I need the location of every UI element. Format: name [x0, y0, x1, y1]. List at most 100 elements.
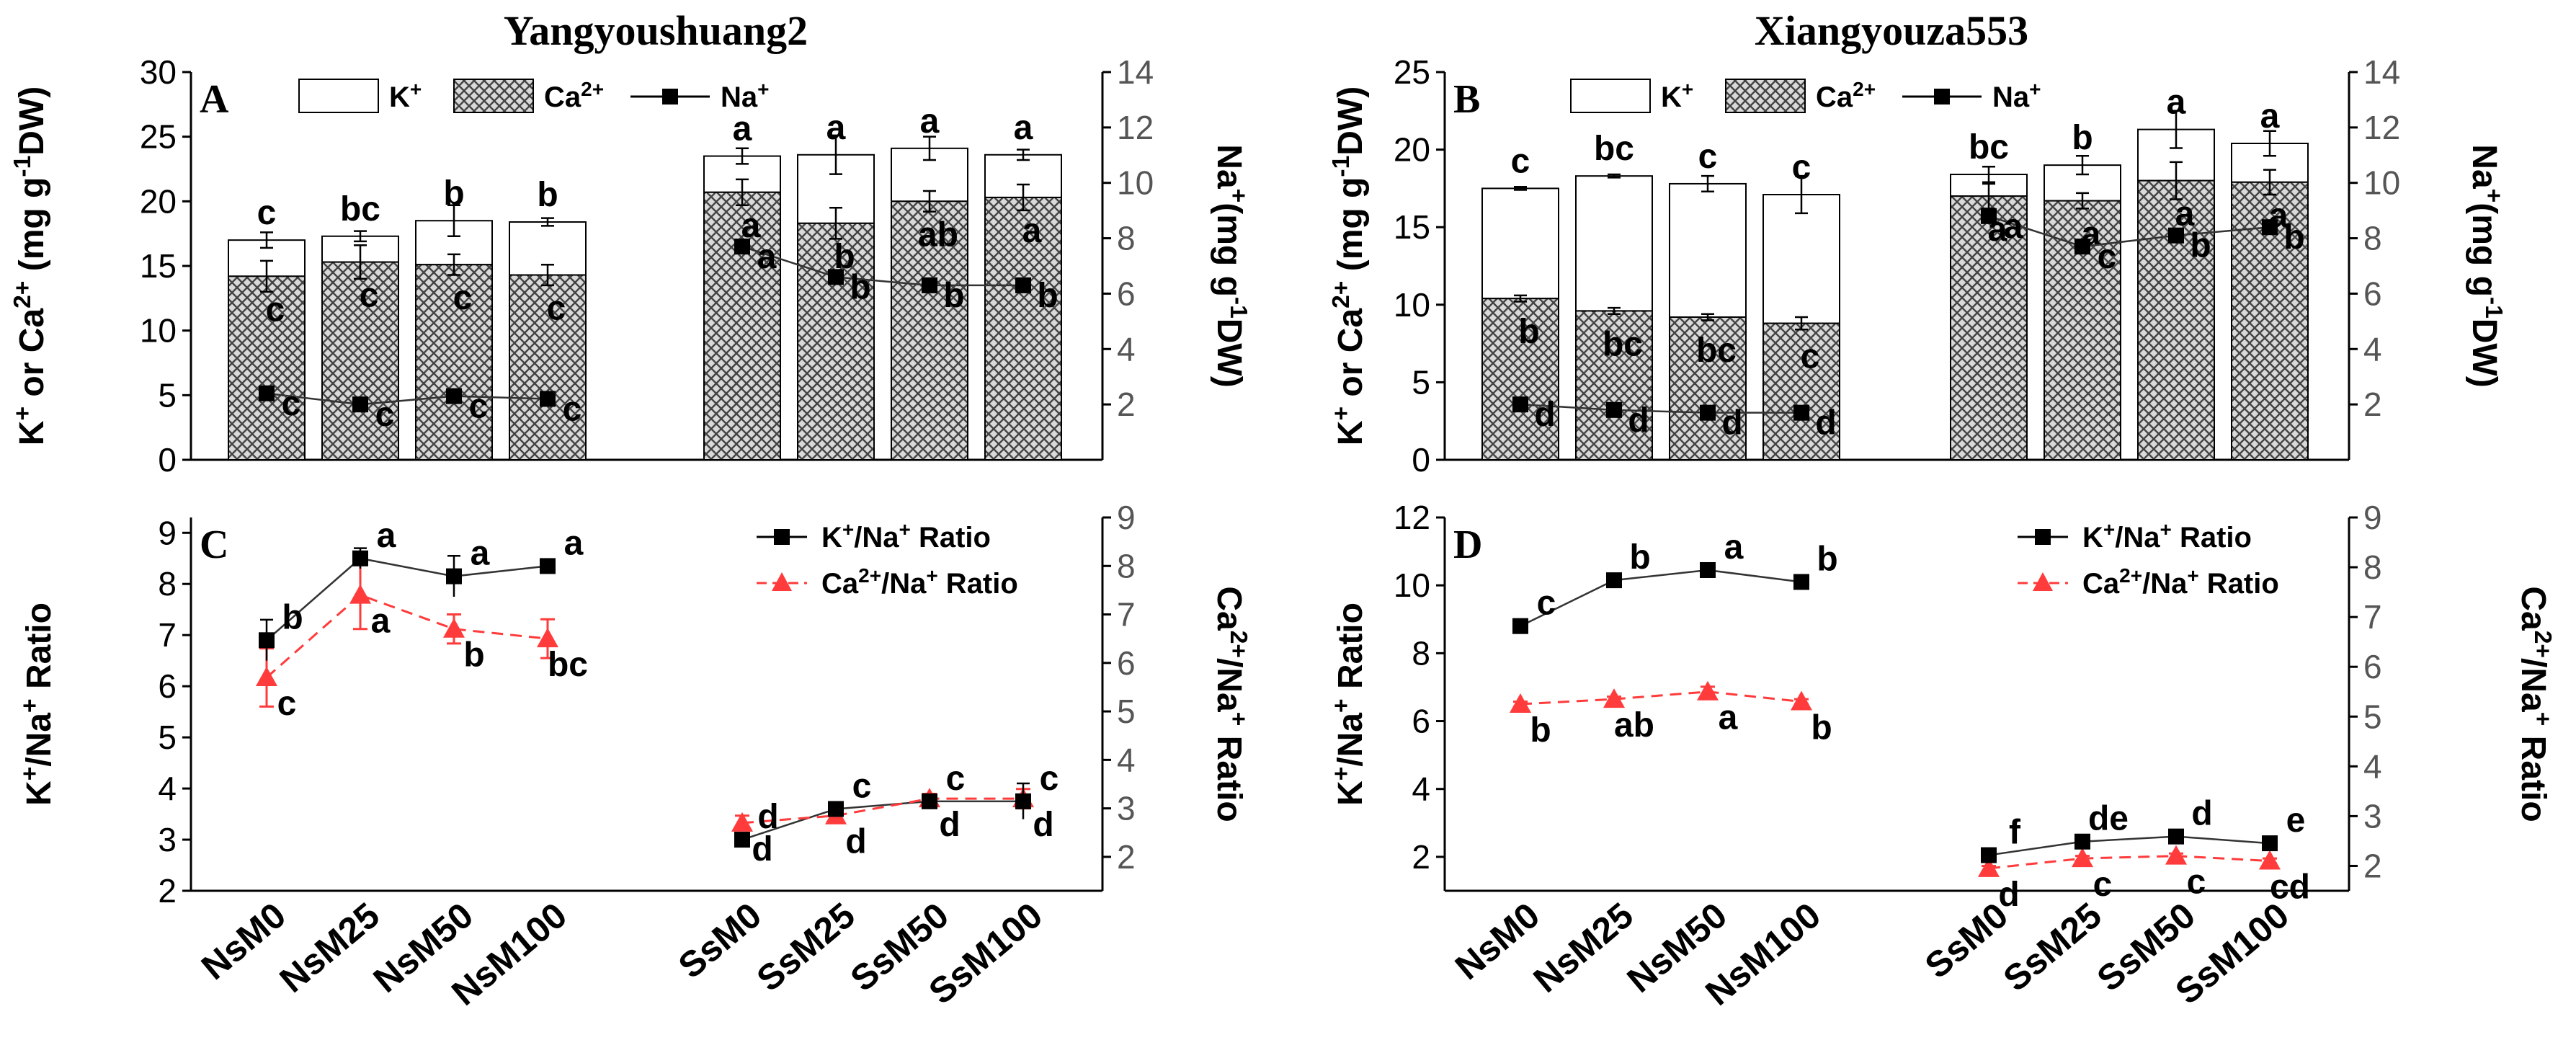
letter-ca-A: c [360, 277, 379, 315]
letter-ca-B: bc [1603, 325, 1643, 363]
bar-ca-B [1669, 316, 1747, 461]
tick-label-right-A: 6 [1117, 275, 1136, 312]
k-na-point-D [1606, 572, 1622, 589]
letter-ca-na-C: bc [548, 646, 588, 684]
bar-ca-A [228, 275, 306, 461]
letter-total-B: c [1511, 142, 1530, 180]
tick-label-left-D: 2 [1412, 838, 1430, 876]
bar-ca-B [1950, 195, 2028, 461]
letter-ca-na-D: b [1811, 709, 1832, 747]
letter-ca-A: a [741, 207, 761, 245]
na-point-A [734, 239, 750, 255]
na-line-B [1520, 403, 1801, 414]
letter-na-A: c [375, 396, 395, 434]
na-point-B [1512, 396, 1528, 413]
bar-ca-B [1481, 298, 1559, 461]
tick-label-left-A: 30 [140, 53, 177, 91]
letter-na-A: c [563, 390, 582, 428]
tick-label-left-B: 0 [1412, 441, 1430, 479]
letter-ca-B: bc [1696, 332, 1737, 370]
legend-marker-ca-D [2033, 572, 2053, 591]
k-na-point-C [828, 801, 844, 817]
legend-swatch-ca-B [1725, 79, 1806, 113]
tick-label-right-B: 6 [2363, 275, 2382, 312]
tick-label-left-B: 5 [1412, 363, 1430, 401]
na-line-B [1988, 215, 2270, 248]
tick-label-right-D: 3 [2363, 797, 2382, 835]
tick-label-right-D: 4 [2363, 747, 2382, 785]
na-point-A [828, 269, 844, 285]
tick-label-left-D: 12 [1394, 499, 1430, 536]
k-na-point-D [1512, 618, 1528, 634]
ca-na-point-C [349, 584, 371, 604]
tick-label-right-B: 4 [2363, 330, 2382, 368]
letter-k-na-C: d [757, 798, 778, 836]
tick-label-right-C: 2 [1117, 838, 1136, 876]
letter-k-na-C: b [282, 598, 303, 636]
ca-na-point-D [2072, 848, 2093, 868]
tick-label-left-A: 25 [140, 118, 177, 156]
k-na-point-C [922, 793, 937, 809]
k-na-point-D [1981, 847, 1997, 863]
letter-ca-B: b [1518, 313, 1539, 351]
letter-ca-na-D: b [1530, 711, 1551, 750]
tick-label-right-D: 6 [2363, 648, 2382, 685]
bar-k-B [1575, 175, 1653, 312]
bar-ca-A [321, 261, 399, 461]
k-na-point-D [1700, 561, 1716, 578]
letter-total-B: a [2167, 84, 2186, 122]
tick-label-left-B: 25 [1394, 53, 1430, 91]
legend-label-k-A: K+ [389, 78, 422, 114]
bar-ca-A [415, 264, 493, 461]
k-na-line-C [741, 800, 1023, 841]
na-point-A [922, 277, 937, 293]
letter-ca-na-C: d [752, 830, 772, 868]
legend-label-ca-A: Ca2+ [544, 78, 604, 114]
tick-label-right-A: 2 [1117, 386, 1136, 423]
tick-label-left-B: 15 [1394, 208, 1430, 246]
tick-label-right-D: 9 [2363, 499, 2382, 536]
tick-label-right-B: 12 [2363, 109, 2400, 146]
letter-na-B: b [2190, 227, 2211, 265]
ca-na-point-D [2165, 845, 2187, 865]
panel-label-D: D [1453, 523, 1482, 567]
legend-label-k-C: K+/Na+ Ratio [821, 518, 991, 554]
letter-k-na-C: c [946, 760, 966, 798]
chart-title-B: Xiangyouza553 [1755, 7, 2028, 54]
ca-na-point-C [537, 628, 558, 648]
tick-label-right-C: 6 [1117, 644, 1136, 682]
tick-label-right-A: 12 [1117, 109, 1154, 146]
ca-na-point-D [1510, 693, 1531, 713]
ca-na-line-C [266, 593, 548, 679]
tick-label-right-B: 2 [2363, 386, 2382, 423]
bar-k-B [1669, 182, 1747, 319]
tick-label-right-A: 4 [1117, 330, 1136, 368]
tick-label-right-A: 10 [1117, 164, 1154, 202]
letter-na-A: a [757, 238, 777, 276]
letter-na-B: d [1721, 404, 1742, 443]
letter-na-A: b [1037, 277, 1058, 315]
k-na-line-D [1988, 835, 2270, 856]
k-na-point-C [734, 832, 750, 848]
k-na-point-C [1015, 793, 1031, 809]
k-na-line-D [1520, 569, 1802, 627]
tick-label-left-A: 15 [140, 247, 177, 285]
letter-total-A: b [443, 174, 464, 213]
legend-label-na-A: Na+ [721, 78, 770, 114]
k-na-point-D [2168, 828, 2184, 845]
na-point-B [1700, 404, 1716, 421]
tick-label-left-D: 4 [1412, 770, 1430, 808]
tick-label-left-D: 8 [1412, 634, 1430, 672]
letter-k-na-D: f [2009, 814, 2021, 852]
letter-ca-A: c [453, 279, 473, 317]
category-label-C: NsM25 [272, 895, 387, 1001]
category-label-D: NsM25 [1526, 895, 1641, 1001]
y-axis-label-left-C: K+/Na+ Ratio [17, 603, 59, 806]
bar-k-B [1481, 187, 1559, 300]
tick-label-left-C: 3 [158, 821, 177, 858]
y-axis-label-right-A: Na+(mg g-1DW) [1210, 144, 1252, 387]
letter-k-na-C: a [377, 517, 396, 555]
tick-label-right-C: 9 [1117, 499, 1136, 536]
letter-na-B: a [2004, 208, 2023, 246]
